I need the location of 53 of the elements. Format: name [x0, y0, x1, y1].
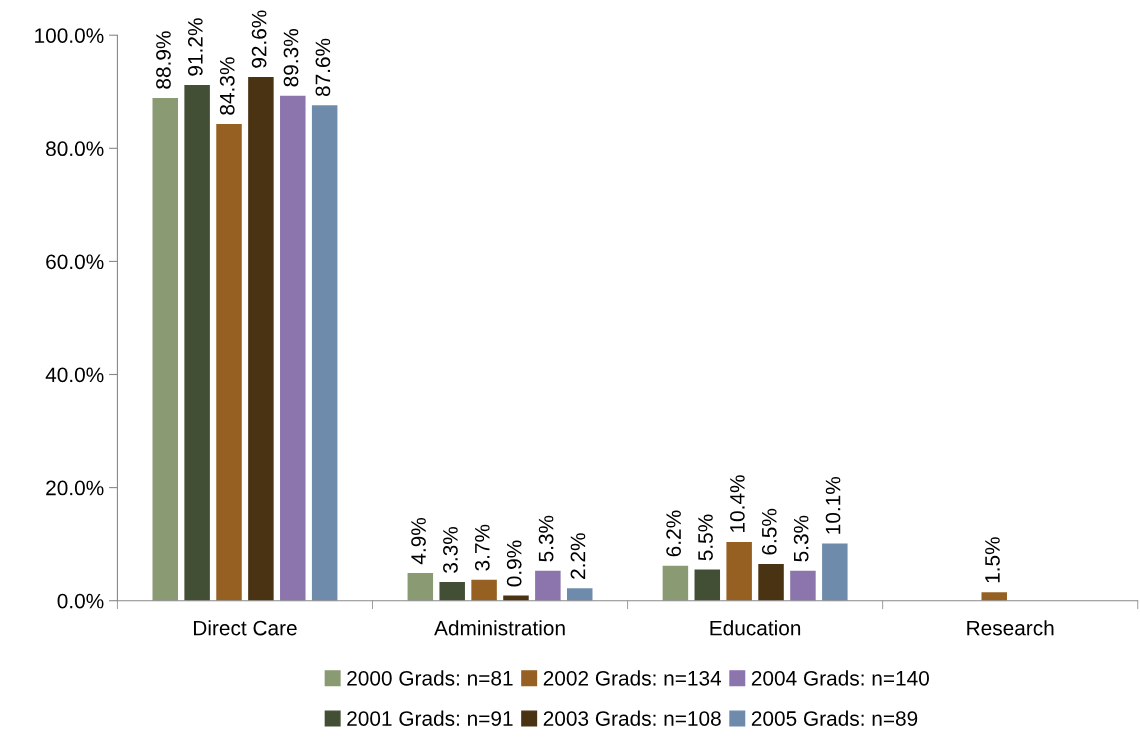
- bar: [471, 579, 497, 601]
- data-label: 0.9%: [506, 540, 522, 587]
- data-label: 88.9%: [156, 31, 171, 89]
- data-label: 89.3%: [283, 29, 299, 87]
- bar: [566, 588, 593, 601]
- bar: [726, 541, 752, 601]
- data-label: 91.2%: [187, 18, 203, 76]
- bar: [694, 569, 721, 601]
- bar: [311, 105, 338, 601]
- bar: [407, 572, 434, 601]
- y-tick-label: 80.0%: [46, 141, 104, 157]
- data-label: 3.3%: [443, 526, 458, 573]
- x-tick-label: Research: [967, 620, 1054, 636]
- legend-label: 2001 Grads: n=91: [347, 710, 513, 726]
- data-label: 1.5%: [985, 537, 1000, 583]
- data-label: 92.6%: [251, 10, 267, 68]
- y-tick-label: 100.0%: [35, 28, 104, 43]
- bar: [280, 95, 306, 601]
- bar: [790, 570, 816, 601]
- data-label: 6.2%: [666, 510, 681, 557]
- legend-label: 2004 Grads: n=140: [751, 670, 929, 686]
- y-tick-label: 40.0%: [45, 367, 104, 383]
- bar: [662, 565, 689, 601]
- legend-label: 2003 Grads: n=108: [543, 710, 721, 726]
- data-label: 87.6%: [315, 38, 331, 97]
- data-label: 3.7%: [474, 524, 490, 571]
- bar: [439, 582, 465, 601]
- y-tick-label: 60.0%: [46, 254, 104, 270]
- legend-label: 2005 Grads: n=89: [751, 710, 918, 726]
- bar: [152, 97, 178, 601]
- data-label: 4.9%: [411, 517, 426, 565]
- bar: [216, 123, 242, 601]
- x-tick-label: Education: [710, 620, 801, 636]
- bar: [248, 77, 274, 601]
- data-label: 10.4%: [730, 475, 745, 532]
- bar: [822, 543, 848, 601]
- bar: [981, 592, 1007, 601]
- bar: [758, 563, 784, 601]
- data-label: 5.3%: [793, 515, 809, 562]
- data-label: 10.1%: [825, 476, 841, 534]
- bar: [535, 570, 561, 601]
- data-label: 2.2%: [570, 533, 586, 579]
- data-label: 84.3%: [219, 57, 235, 115]
- y-tick-label: 0.0%: [57, 593, 104, 609]
- x-tick-label: Administration: [434, 620, 565, 636]
- legend-label: 2000 Grads: n=81: [347, 670, 513, 686]
- x-tick-label: Direct Care: [194, 620, 297, 636]
- data-label: 6.5%: [761, 508, 777, 555]
- y-tick-label: 20.0%: [46, 480, 104, 496]
- legend-label: 2002 Grads: n=134: [543, 670, 722, 686]
- data-label: 5.5%: [698, 514, 713, 561]
- data-label: 5.3%: [538, 515, 554, 562]
- bar: [184, 84, 210, 601]
